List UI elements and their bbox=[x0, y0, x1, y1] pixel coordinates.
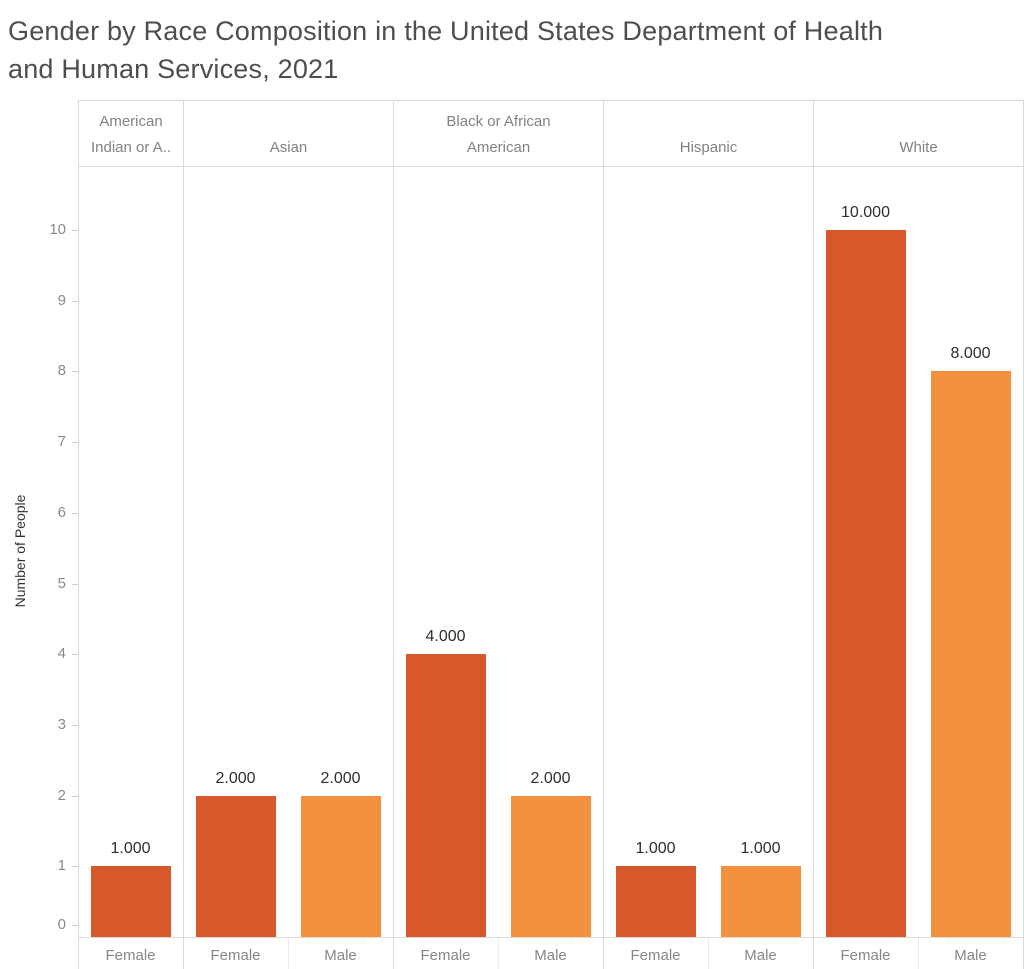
gender-axis-label: Female bbox=[840, 947, 891, 964]
y-tick-label: 8 bbox=[57, 362, 66, 380]
gender-axis-label: Female bbox=[210, 947, 261, 964]
race-column-header: American Indian or A.. bbox=[79, 100, 183, 166]
race-column-header-line: Hispanic bbox=[679, 139, 738, 156]
bar-value-label: 10.000 bbox=[841, 204, 890, 221]
bar-mark-female[interactable] bbox=[405, 654, 486, 937]
y-tick-mark bbox=[72, 230, 78, 231]
gender-cell-divider-line bbox=[498, 938, 499, 969]
race-column-header: Hispanic bbox=[604, 100, 813, 166]
y-tick-mark bbox=[72, 300, 78, 302]
header-bottom-border bbox=[78, 166, 1024, 167]
race-column-header-line: Black or African bbox=[446, 113, 551, 130]
bar-value-label: 1.000 bbox=[635, 840, 676, 858]
gender-axis-label: Male bbox=[744, 947, 777, 964]
y-tick-mark bbox=[72, 512, 78, 514]
y-tick-mark bbox=[72, 583, 78, 585]
race-column-header: Asian bbox=[184, 100, 393, 166]
y-tick-label: 3 bbox=[57, 715, 66, 733]
gender-cell-divider-line bbox=[288, 938, 289, 969]
race-column-header-line: White bbox=[899, 139, 938, 156]
y-tick-mark bbox=[72, 795, 78, 797]
gender-cell-divider-line bbox=[708, 938, 709, 969]
gender-axis-label: Male bbox=[534, 947, 567, 964]
y-tick-mark bbox=[72, 371, 78, 373]
y-tick-mark bbox=[72, 925, 78, 926]
panel-divider-line bbox=[603, 100, 604, 969]
race-column-header-line: American bbox=[99, 113, 163, 130]
chart-title: Gender by Race Composition in the United… bbox=[8, 12, 1020, 88]
y-tick-label: 5 bbox=[57, 574, 66, 592]
y-tick-mark bbox=[72, 442, 78, 444]
bar-value-label: 2.000 bbox=[530, 769, 571, 787]
bar-value-label: 4.000 bbox=[425, 628, 466, 646]
bar-mark-female[interactable] bbox=[615, 866, 696, 937]
gender-cell-divider-line bbox=[918, 938, 919, 969]
panel-top-border bbox=[78, 100, 1024, 101]
gender-axis-label: Male bbox=[324, 947, 357, 964]
race-column-header-line: Asian bbox=[269, 139, 308, 156]
chart-title-line1: Gender by Race Composition in the United… bbox=[8, 16, 884, 46]
bar-mark-female[interactable] bbox=[825, 230, 906, 937]
panel-divider-line bbox=[813, 100, 814, 969]
gender-axis-label: Male bbox=[954, 947, 987, 964]
y-axis-line bbox=[78, 100, 79, 969]
race-column-header-line: American bbox=[466, 139, 531, 156]
bar-mark-male[interactable] bbox=[930, 371, 1011, 937]
y-tick-label: 6 bbox=[57, 503, 66, 521]
gender-axis-label: Female bbox=[630, 947, 681, 964]
y-tick-label: 9 bbox=[57, 291, 66, 309]
race-column-header: White bbox=[814, 100, 1023, 166]
panel-divider-line bbox=[183, 100, 184, 969]
axis-baseline bbox=[78, 937, 1024, 938]
y-tick-mark bbox=[72, 654, 78, 656]
y-tick-label: 4 bbox=[57, 645, 66, 663]
panel-divider-line bbox=[393, 100, 394, 969]
y-tick-mark bbox=[72, 724, 78, 726]
y-tick-mark bbox=[72, 866, 78, 868]
y-tick-label: 1 bbox=[57, 857, 66, 875]
y-tick-label: 2 bbox=[57, 786, 66, 804]
bar-mark-male[interactable] bbox=[510, 795, 591, 937]
y-tick-label: 7 bbox=[57, 433, 66, 451]
gender-axis-label: Female bbox=[420, 947, 471, 964]
bar-value-label: 8.000 bbox=[950, 345, 991, 363]
bar-mark-male[interactable] bbox=[720, 866, 801, 937]
bar-mark-female[interactable] bbox=[195, 795, 276, 937]
bar-value-label: 1.000 bbox=[110, 840, 151, 858]
bar-value-label: 2.000 bbox=[215, 769, 256, 787]
bar-mark-female[interactable] bbox=[90, 866, 171, 937]
chart-title-line2: and Human Services, 2021 bbox=[8, 54, 339, 84]
gender-axis-label: Female bbox=[105, 947, 156, 964]
bar-value-label: 2.000 bbox=[320, 769, 361, 787]
race-column-header-line: Indian or A.. bbox=[90, 139, 172, 156]
y-tick-label: 10 bbox=[49, 221, 66, 238]
bar-mark-male[interactable] bbox=[300, 795, 381, 937]
y-tick-label: 0 bbox=[57, 916, 66, 933]
bar-value-label: 1.000 bbox=[740, 840, 781, 858]
race-column-header: Black or African American bbox=[394, 100, 603, 166]
